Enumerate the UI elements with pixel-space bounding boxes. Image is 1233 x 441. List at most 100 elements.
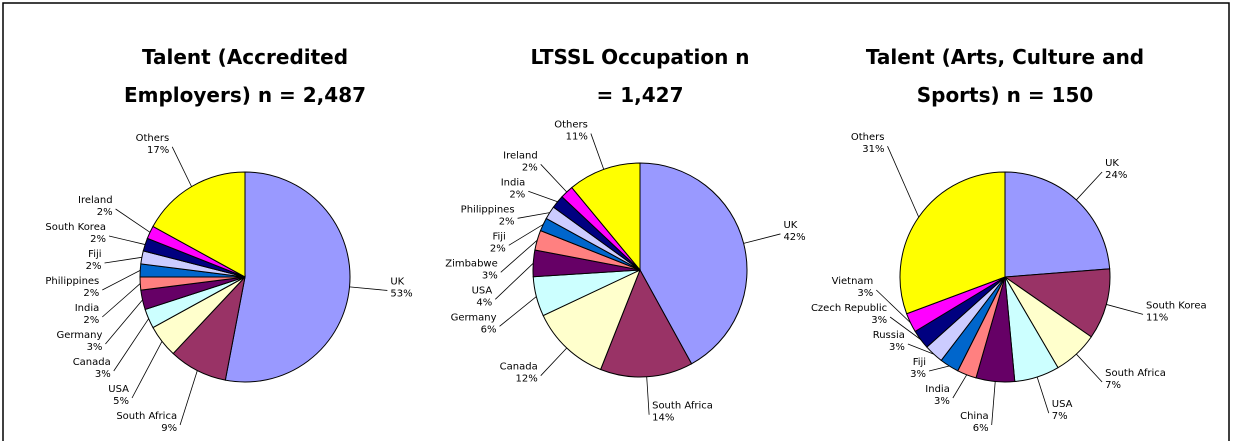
slice-value: 6% [973, 423, 989, 434]
leader-line [131, 341, 163, 399]
slice-value: 11% [1146, 312, 1168, 323]
slice-label: USA [108, 384, 129, 395]
slice-value: 3% [95, 369, 111, 380]
slice-value: 2% [490, 243, 506, 254]
slice-value: 2% [90, 234, 106, 245]
slice-value: 3% [87, 342, 103, 353]
leader-line [105, 299, 143, 345]
leader-line [500, 239, 538, 273]
leader-line [171, 146, 192, 187]
pie-slice [1003, 268, 1111, 338]
leader-line [104, 256, 142, 264]
slice-label: Fiji [492, 231, 505, 242]
pie-slice [542, 269, 641, 371]
slice-value: 17% [147, 145, 169, 156]
slice-label: India [75, 303, 100, 314]
slice-value: 14% [652, 413, 674, 424]
slice-label: Ireland [78, 195, 113, 206]
slice-label: UK [783, 220, 797, 231]
slice-value: 9% [161, 423, 177, 434]
slice-label: USA [472, 285, 493, 296]
slice-value: 2% [83, 315, 99, 326]
pie-slice [224, 171, 351, 383]
slice-label: India [925, 384, 950, 395]
slice-value: 2% [83, 288, 99, 299]
leader-line [540, 164, 568, 193]
slice-value: 31% [862, 144, 884, 155]
leader-line [517, 212, 550, 219]
leader-line [115, 208, 151, 233]
leader-line [743, 233, 781, 244]
chart-title: Talent (Accredited Employers) n = 2,487 [123, 45, 367, 107]
leader-line [113, 318, 149, 372]
slice-value: 3% [857, 288, 873, 299]
leader-line [991, 381, 996, 426]
leader-line [889, 316, 921, 340]
slice-value: 3% [871, 315, 887, 326]
slice-value: 2% [97, 207, 113, 218]
slice-label: Ireland [503, 150, 538, 161]
leader-line [102, 270, 141, 291]
slice-value: 5% [113, 396, 129, 407]
leader-line [952, 374, 968, 399]
pie-slice [639, 162, 748, 365]
slice-label: Germany [451, 312, 497, 323]
slice-label: India [501, 177, 526, 188]
slice-value: 2% [509, 189, 525, 200]
pie-slice [571, 162, 641, 272]
leader-line [907, 343, 934, 355]
pie-slice [599, 268, 693, 378]
slice-value: 12% [516, 374, 538, 385]
slice-value: 3% [934, 396, 950, 407]
leader-line [646, 376, 650, 415]
slice-label: China [960, 411, 989, 422]
chart-title: Talent (Arts, Culture and Sports) n = 15… [865, 45, 1145, 107]
slice-label: UK [1105, 158, 1119, 169]
slice-label: Russia [873, 330, 905, 341]
leader-line [179, 370, 198, 426]
slice-label: South Korea [45, 222, 106, 233]
slice-label: Fiji [88, 249, 101, 260]
slice-label: South Africa [116, 411, 177, 422]
slice-value: 2% [522, 162, 538, 173]
slice-label: Fiji [913, 357, 926, 368]
slice-label: Zimbabwe [445, 258, 498, 269]
slice-value: 3% [482, 270, 498, 281]
slice-value: 6% [481, 324, 497, 335]
leader-line [1076, 171, 1103, 201]
slice-label: Others [136, 133, 170, 144]
slice-value: 3% [889, 342, 905, 353]
leader-line [495, 262, 534, 300]
slice-label: Germany [56, 330, 102, 341]
slice-value: 2% [86, 261, 102, 272]
slice-label: Vietnam [832, 276, 874, 287]
leader-line [1106, 304, 1144, 315]
leader-line [499, 296, 537, 327]
slice-value: 7% [1052, 411, 1068, 422]
leader-line [108, 235, 146, 245]
slice-value: 2% [499, 216, 515, 227]
slice-label: Philippines [461, 204, 515, 215]
leader-line [508, 224, 544, 246]
leader-line [1076, 353, 1103, 383]
slice-label: Canada [73, 357, 111, 368]
slice-value: 42% [783, 232, 805, 243]
leader-line [887, 145, 920, 218]
leader-line [349, 286, 388, 291]
slice-label: Others [851, 132, 885, 143]
leader-line [1036, 376, 1050, 414]
slice-label: UK [390, 276, 404, 287]
slice-value: 53% [390, 288, 412, 299]
slice-label: Canada [500, 362, 538, 373]
slice-label: South Africa [652, 401, 713, 412]
slice-label: South Africa [1105, 368, 1166, 379]
slice-value: 7% [1105, 380, 1121, 391]
leader-line [590, 133, 605, 170]
leader-line [928, 365, 950, 372]
slice-value: 3% [910, 369, 926, 380]
leader-line [540, 347, 568, 376]
chart-title: LTSSL Occupation n = 1,427 [530, 45, 750, 107]
